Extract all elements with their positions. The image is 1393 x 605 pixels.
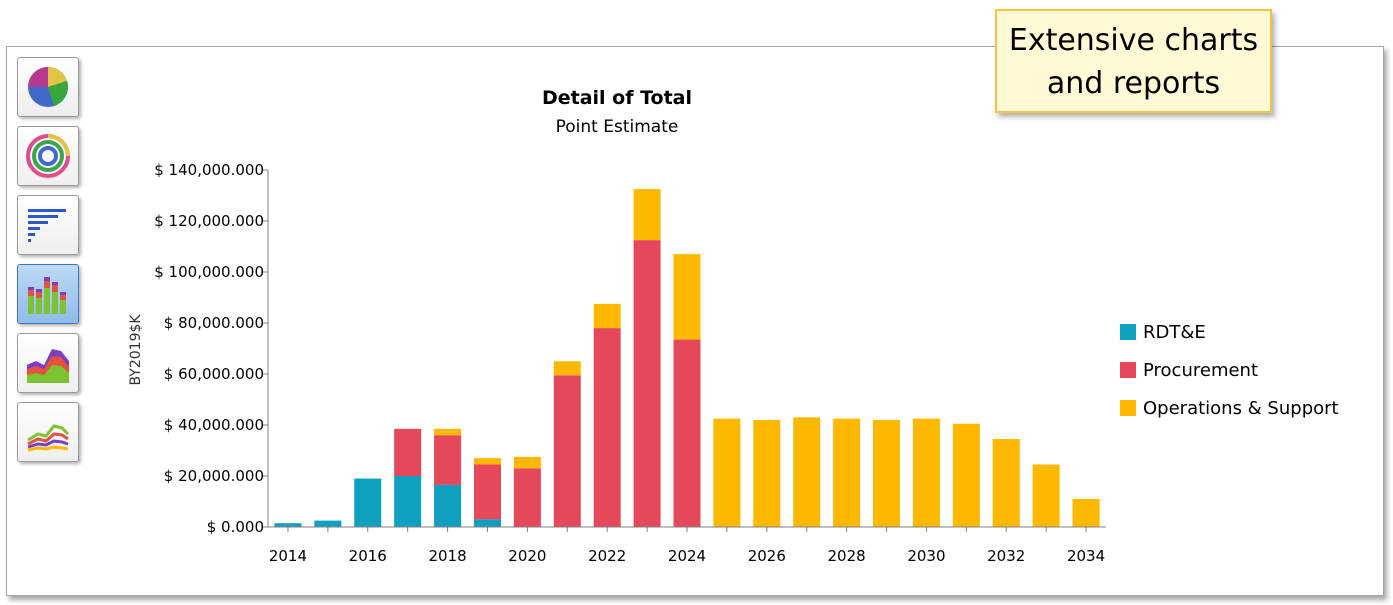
legend-label-operations-support: Operations & Support — [1143, 397, 1339, 419]
bar-segment — [952, 423, 980, 527]
bar-segment — [394, 428, 422, 476]
area-chart-icon — [27, 349, 69, 383]
x-tick-label: 2022 — [588, 547, 626, 565]
x-tick-label: 2030 — [907, 547, 945, 565]
bar-segment — [513, 456, 541, 469]
legend-swatch-rdte — [1120, 324, 1136, 340]
x-tick-label: 2028 — [828, 547, 866, 565]
area-chart-button[interactable] — [17, 333, 79, 393]
legend-label-procurement: Procurement — [1143, 359, 1259, 381]
line-chart-icon — [27, 424, 70, 452]
legend-item-operations-support: Operations & Support — [1120, 389, 1339, 427]
bar-segment — [833, 418, 861, 527]
x-axis: 2014 2016 2018 2020 2022 2024 2026 2028 2030 2032… — [268, 526, 1106, 565]
legend-label-rdte: RDT&E — [1143, 321, 1206, 343]
bar-segment — [553, 361, 581, 376]
x-tick-label: 2020 — [508, 547, 546, 565]
bar-segment — [673, 254, 701, 340]
bar-segment — [513, 468, 541, 527]
ring-chart-button[interactable] — [17, 126, 79, 186]
bar-segment — [793, 417, 821, 527]
y-axis-label: BY2019$K — [128, 314, 144, 386]
bar-segment — [873, 419, 901, 527]
chart-legend: RDT&E Procurement Operations & Support — [1120, 313, 1339, 427]
bar-segment — [593, 303, 621, 329]
y-tick-label: $ 40,000.000 — [164, 416, 264, 434]
bar-segment — [314, 520, 342, 527]
y-tick-label: $ 0.000 — [207, 518, 264, 536]
legend-item-procurement: Procurement — [1120, 351, 1339, 389]
line-chart-button[interactable] — [17, 402, 79, 462]
horizontal-bar-chart-button[interactable] — [17, 195, 79, 255]
x-tick-label: 2024 — [668, 547, 706, 565]
bar-segment — [473, 458, 501, 465]
bar-segment — [553, 375, 581, 527]
bars — [274, 189, 1100, 527]
callout-line-1: Extensive charts — [1008, 23, 1259, 58]
chart-subtitle: Point Estimate — [556, 117, 679, 137]
bar-segment — [434, 428, 462, 436]
chart-title: Detail of Total — [542, 87, 692, 109]
bar-segment — [434, 435, 462, 485]
bar-segment — [473, 519, 501, 527]
bar-segment — [274, 523, 302, 527]
y-tick-label: $ 20,000.000 — [164, 467, 264, 485]
bar-segment — [593, 328, 621, 527]
legend-swatch-operations-support — [1120, 400, 1136, 416]
bar-segment — [633, 240, 661, 527]
x-tick-label: 2018 — [428, 547, 466, 565]
bar-segment — [1072, 498, 1100, 527]
bar-segment — [434, 484, 462, 527]
bar-segment — [713, 418, 741, 527]
y-tick-label: $ 80,000.000 — [164, 314, 264, 332]
x-tick-label: 2034 — [1067, 547, 1105, 565]
pie-chart-button[interactable] — [17, 57, 79, 117]
ring-chart-icon — [26, 134, 70, 178]
y-tick-label: $ 60,000.000 — [164, 365, 264, 383]
bar-segment — [354, 478, 382, 527]
x-tick-label: 2026 — [748, 547, 786, 565]
legend-item-rdte: RDT&E — [1120, 313, 1339, 351]
y-tick-label: $ 100,000.000 — [154, 263, 264, 281]
callout-box: Extensive charts and reports — [995, 9, 1272, 113]
x-tick-label: 2032 — [987, 547, 1025, 565]
pie-chart-icon — [28, 67, 68, 107]
bar-segment — [753, 419, 781, 527]
legend-swatch-procurement — [1120, 362, 1136, 378]
horizontal-bar-chart-icon — [28, 209, 66, 242]
y-tick-label: $ 120,000.000 — [154, 212, 264, 230]
bar-segment — [992, 439, 1020, 527]
stacked-bar-chart-icon — [28, 277, 66, 314]
bar-segment — [912, 418, 940, 527]
bar-segment — [673, 339, 701, 527]
y-tick-label: $ 140,000.000 — [154, 161, 264, 179]
bar-segment — [394, 476, 422, 527]
y-axis: $ 0.000 $ 20,000.000 $ 40,000.000 $ 60,000.… — [154, 161, 269, 536]
stacked-bar-chart-button[interactable] — [17, 264, 79, 324]
x-tick-label: 2014 — [269, 547, 307, 565]
bar-segment — [633, 189, 661, 241]
bar-segment — [473, 464, 501, 520]
bar-segment — [1032, 464, 1060, 527]
callout-line-2: and reports — [1046, 66, 1221, 101]
x-tick-label: 2016 — [349, 547, 387, 565]
